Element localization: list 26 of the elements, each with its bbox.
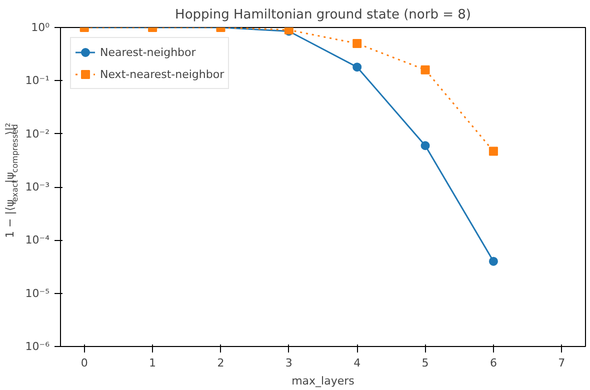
x-tick-label: 2 (217, 356, 224, 370)
x-tick-label: 3 (285, 356, 292, 370)
chart-title: Hopping Hamiltonian ground state (norb = 8) (175, 8, 471, 22)
point (352, 62, 362, 72)
point (352, 39, 362, 48)
legend-label: Nearest-neighbor (100, 46, 196, 58)
x-tick-label: 0 (80, 356, 88, 370)
point (488, 256, 498, 266)
y-tick-label: 10⁻⁶ (25, 340, 50, 353)
y-tick-label: 10⁻² (25, 127, 50, 140)
y-tick-label: 10⁻⁴ (25, 234, 50, 247)
x-tick-label: 4 (354, 356, 361, 370)
x-tick-label: 7 (558, 356, 566, 370)
y-tick-label: 10⁻³ (25, 180, 50, 194)
point (420, 141, 430, 150)
x-axis-title: max_layers (292, 374, 355, 388)
x-tick-label: 1 (149, 356, 156, 370)
y-tick-label: 10⁰ (31, 21, 50, 34)
y-axis-title: 1 − |⟨ψexact|ψcompressed⟩|² (4, 122, 20, 238)
point (420, 65, 430, 74)
x-tick-label: 6 (490, 356, 497, 370)
legend-label: Next-nearest-neighbor (100, 68, 224, 80)
x-tick-label: 5 (422, 356, 429, 370)
y-tick-label: 10⁻¹ (25, 74, 50, 88)
point (488, 146, 498, 156)
y-tick-label: 10⁻⁵ (25, 286, 50, 300)
